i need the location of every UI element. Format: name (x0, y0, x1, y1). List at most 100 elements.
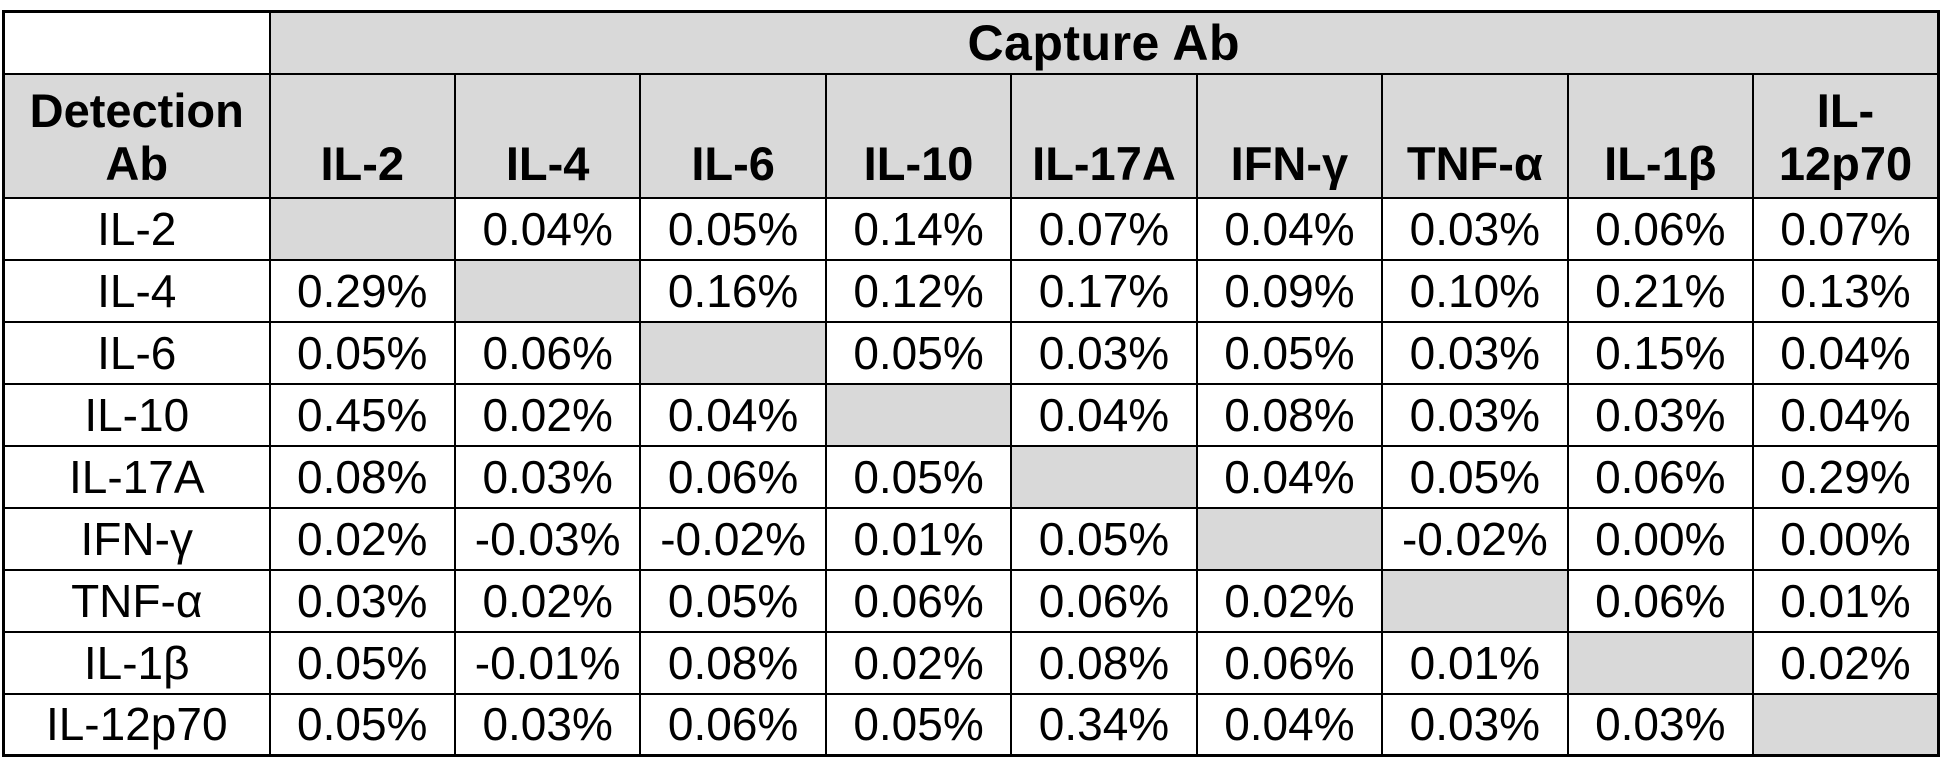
value-cell: 0.03% (453, 444, 642, 509)
value-cell: 0.07% (1752, 196, 1940, 261)
column-header-il-12p70: IL-12p70 (1752, 72, 1940, 199)
table-row-il-17a: IL-17A 0.08% 0.03% 0.06% 0.05% 0.04% 0.05% 0.06… (2, 444, 1940, 509)
column-header-il-1: IL-1β (1566, 72, 1755, 199)
corner-empty-cell (2, 10, 271, 75)
value-cell: 0.05% (268, 630, 456, 695)
value-cell: 0.14% (824, 196, 1013, 261)
row-label-il-10: IL-10 (2, 382, 271, 447)
value-cell: 0.04% (1195, 692, 1384, 757)
diagonal-cell (1752, 692, 1940, 757)
diagonal-cell (1195, 506, 1384, 571)
value-cell: 0.04% (639, 382, 827, 447)
value-cell: 0.05% (1010, 506, 1198, 571)
value-cell: 0.03% (1566, 692, 1755, 757)
value-cell: -0.02% (1381, 506, 1569, 571)
value-cell: 0.00% (1752, 506, 1940, 571)
diagonal-cell (824, 382, 1013, 447)
value-cell: 0.06% (1195, 630, 1384, 695)
diagonal-cell (1010, 444, 1198, 509)
row-label-tnf: TNF-α (2, 568, 271, 633)
value-cell: 0.02% (268, 506, 456, 571)
value-cell: 0.09% (1195, 258, 1384, 323)
value-cell: 0.17% (1010, 258, 1198, 323)
column-header-il-4: IL-4 (453, 72, 642, 199)
value-cell: 0.05% (268, 692, 456, 757)
column-header-il-6: IL-6 (639, 72, 827, 199)
value-cell: 0.06% (1566, 196, 1755, 261)
capture-ab-group-header: Capture Ab (268, 10, 1940, 75)
value-cell: 0.06% (1010, 568, 1198, 633)
value-cell: 0.03% (1381, 196, 1569, 261)
value-cell: 0.01% (1381, 630, 1569, 695)
value-cell: 0.02% (1195, 568, 1384, 633)
diagonal-cell (453, 258, 642, 323)
value-cell: 0.03% (1010, 320, 1198, 385)
value-cell: 0.03% (453, 692, 642, 757)
column-header-ifn: IFN-γ (1195, 72, 1384, 199)
value-cell: -0.03% (453, 506, 642, 571)
value-cell: 0.08% (639, 630, 827, 695)
value-cell: 0.04% (1195, 444, 1384, 509)
table-row-ifn: IFN-γ 0.02% -0.03% -0.02% 0.01% 0.05% -0.02% 0.… (2, 506, 1940, 571)
table-row-il-10: IL-10 0.45% 0.02% 0.04% 0.04% 0.08% 0.03% 0.03%… (2, 382, 1940, 447)
value-cell: 0.08% (1010, 630, 1198, 695)
value-cell: 0.08% (268, 444, 456, 509)
value-cell: 0.07% (1010, 196, 1198, 261)
row-label-il-12p70: IL-12p70 (2, 692, 271, 757)
value-cell: 0.06% (1566, 568, 1755, 633)
column-header-il-2: IL-2 (268, 72, 456, 199)
value-cell: 0.05% (1381, 444, 1569, 509)
value-cell: 0.29% (1752, 444, 1940, 509)
capture-group-row: Capture Ab (2, 10, 1940, 75)
value-cell: 0.03% (268, 568, 456, 633)
column-header-row: Detection Ab IL-2 IL-4 IL-6 IL-10 IL-17A IFN-… (2, 72, 1940, 199)
value-cell: 0.04% (1752, 320, 1940, 385)
value-cell: 0.06% (1566, 444, 1755, 509)
value-cell: 0.16% (639, 258, 827, 323)
value-cell: 0.29% (268, 258, 456, 323)
value-cell: 0.08% (1195, 382, 1384, 447)
value-cell: 0.21% (1566, 258, 1755, 323)
value-cell: 0.12% (824, 258, 1013, 323)
value-cell: 0.02% (453, 568, 642, 633)
value-cell: 0.06% (824, 568, 1013, 633)
value-cell: 0.01% (824, 506, 1013, 571)
value-cell: 0.06% (453, 320, 642, 385)
value-cell: 0.05% (824, 320, 1013, 385)
row-label-il-1: IL-1β (2, 630, 271, 695)
value-cell: 0.04% (1752, 382, 1940, 447)
value-cell: 0.05% (1195, 320, 1384, 385)
table-row-il-4: IL-4 0.29% 0.16% 0.12% 0.17% 0.09% 0.10% 0.21% 0… (2, 258, 1940, 323)
diagonal-cell (268, 196, 456, 261)
table-row-il-2: IL-2 0.04% 0.05% 0.14% 0.07% 0.04% 0.03% 0.06% 0… (2, 196, 1940, 261)
table-row-il-1: IL-1β 0.05% -0.01% 0.08% 0.02% 0.08% 0.06% 0.01… (2, 630, 1940, 695)
value-cell: 0.03% (1566, 382, 1755, 447)
row-label-il-17a: IL-17A (2, 444, 271, 509)
value-cell: 0.03% (1381, 382, 1569, 447)
column-header-il-10: IL-10 (824, 72, 1013, 199)
row-label-il-2: IL-2 (2, 196, 271, 261)
row-label-il-6: IL-6 (2, 320, 271, 385)
row-label-ifn: IFN-γ (2, 506, 271, 571)
value-cell: 0.45% (268, 382, 456, 447)
table-body: IL-2 0.04% 0.05% 0.14% 0.07% 0.04% 0.03% 0.06% 0… (2, 196, 1940, 757)
value-cell: 0.13% (1752, 258, 1940, 323)
value-cell: 0.06% (639, 692, 827, 757)
value-cell: 0.05% (639, 196, 827, 261)
value-cell: 0.02% (824, 630, 1013, 695)
value-cell: 0.04% (1010, 382, 1198, 447)
value-cell: 0.02% (1752, 630, 1940, 695)
value-cell: 0.04% (453, 196, 642, 261)
value-cell: -0.01% (453, 630, 642, 695)
value-cell: 0.06% (639, 444, 827, 509)
row-label-il-4: IL-4 (2, 258, 271, 323)
table-row-tnf: TNF-α 0.03% 0.02% 0.05% 0.06% 0.06% 0.02% 0.06%… (2, 568, 1940, 633)
value-cell: 0.10% (1381, 258, 1569, 323)
value-cell: -0.02% (639, 506, 827, 571)
column-header-tnf: TNF-α (1381, 72, 1569, 199)
table-row-il-12p70: IL-12p70 0.05% 0.03% 0.06% 0.05% 0.34% 0.04% 0.… (2, 692, 1940, 757)
value-cell: 0.34% (1010, 692, 1198, 757)
column-header-il-17a: IL-17A (1010, 72, 1198, 199)
value-cell: 0.01% (1752, 568, 1940, 633)
